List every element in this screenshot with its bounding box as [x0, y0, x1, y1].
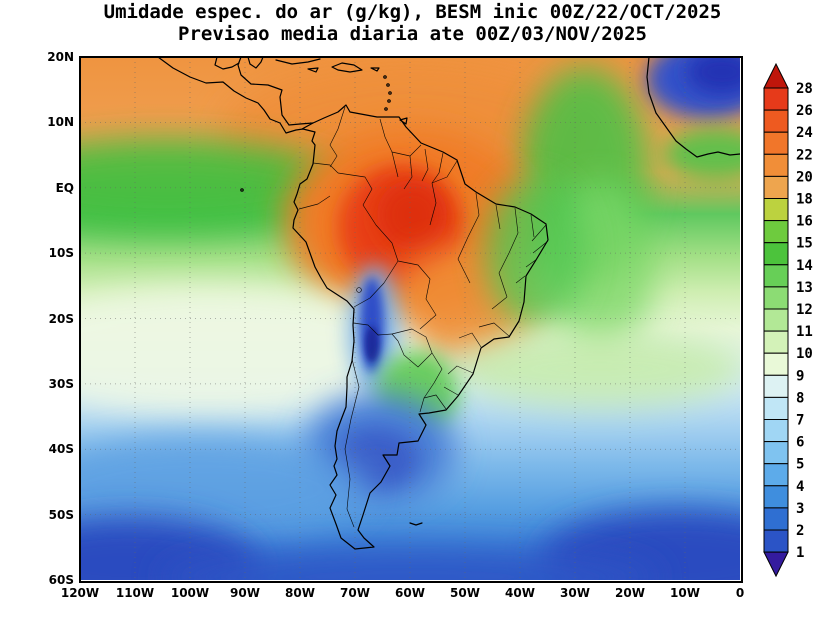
- lat-tick-label: 30S: [48, 376, 74, 391]
- colorbar-segment: [763, 242, 789, 266]
- coastline: [157, 57, 740, 550]
- lon-tick-label: 90W: [230, 586, 260, 600]
- colorbar-segment: [763, 131, 789, 155]
- colorbar-tick-label: 12: [796, 302, 813, 318]
- colorbar-tick-label: 8: [796, 390, 804, 406]
- colorbar-tick-label: 2: [796, 523, 804, 539]
- colorbar-arrow: [763, 62, 789, 89]
- lon-tick-label: 0: [735, 586, 745, 600]
- colorbar-arrow: [763, 551, 789, 578]
- colorbar-tick-label: 3: [796, 501, 804, 517]
- lat-tick-label: 10S: [48, 246, 74, 261]
- lat-tick-label: 20N: [47, 50, 74, 64]
- lon-tick-label: 60W: [395, 586, 425, 600]
- lat-tick-label: 10N: [47, 115, 74, 130]
- chart-title-line2: Previsao media diaria ate 00Z/03/NOV/202…: [178, 23, 647, 45]
- colorbar-segment: [763, 264, 789, 288]
- colorbar-tick-label: 6: [796, 435, 804, 451]
- colorbar-segment: [763, 374, 789, 398]
- lon-tick-label: 20W: [615, 586, 645, 600]
- colorbar-segment: [763, 153, 789, 177]
- colorbar-tick-label: 22: [796, 147, 813, 163]
- colorbar-tick-label: 5: [796, 457, 804, 473]
- colorbar-segment: [763, 352, 789, 376]
- colorbar-segment: [763, 529, 789, 553]
- chart-title-line1: Umidade espec. do ar (g/kg), BESM inic 0…: [103, 1, 722, 23]
- lon-tick-label: 30W: [560, 586, 590, 600]
- colorbar-segment: [763, 419, 789, 443]
- colorbar-tick-label: 24: [796, 125, 813, 141]
- lon-tick-label: 120W: [60, 586, 100, 600]
- colorbar-segment: [763, 220, 789, 244]
- colorbar-tick-label: 28: [796, 81, 813, 97]
- lon-tick-label: 110W: [115, 586, 155, 600]
- lon-tick-label: 50W: [450, 586, 480, 600]
- colorbar-segment: [763, 330, 789, 354]
- colorbar-tick-label: 16: [796, 214, 813, 230]
- colorbar-tick-label: 1: [796, 545, 804, 561]
- lon-tick-label: 80W: [285, 586, 315, 600]
- humidity-field-features: [80, 57, 740, 580]
- colorbar-segment: [763, 507, 789, 531]
- lon-tick-label: 40W: [505, 586, 535, 600]
- map-plot: [80, 57, 740, 580]
- colorbar-tick-label: 7: [796, 413, 804, 429]
- colorbar-tick-label: 11: [796, 324, 813, 340]
- colorbar-tick-label: 13: [796, 280, 813, 296]
- colorbar: 28 26 24 22 20 18 16 15 14 13 12 11 10 9 8 7 6 5 4 3 2 1: [763, 62, 813, 578]
- lat-tick-label: 50S: [48, 507, 74, 522]
- colorbar-tick-label: 26: [796, 103, 813, 119]
- colorbar-tick-label: 10: [796, 346, 813, 362]
- colorbar-tick-label: 20: [796, 169, 813, 185]
- lat-tick-label: 60S: [48, 573, 74, 587]
- colorbar-segment: [763, 485, 789, 509]
- colorbar-tick-label: 4: [796, 479, 804, 495]
- colorbar-segment: [763, 308, 789, 332]
- grid-lines: [80, 57, 740, 580]
- colorbar-segment: [763, 175, 789, 200]
- lon-tick-label: 70W: [340, 586, 370, 600]
- lon-tick-label: 10W: [670, 586, 700, 600]
- colorbar-segment: [763, 441, 789, 465]
- lat-tick-label: EQ: [55, 180, 74, 195]
- colorbar-tick-label: 18: [796, 192, 813, 208]
- colorbar-segment: [763, 198, 789, 222]
- lat-tick-label: 40S: [48, 442, 74, 457]
- lat-tick-label: 20S: [48, 311, 74, 326]
- colorbar-tick-label: 14: [796, 258, 813, 274]
- colorbar-segment: [763, 286, 789, 310]
- country-borders: [298, 106, 549, 528]
- map-artwork: [80, 57, 740, 580]
- colorbar-tick-label: 15: [796, 236, 813, 252]
- lon-tick-label: 100W: [170, 586, 210, 600]
- colorbar-tick-label: 9: [796, 368, 804, 384]
- colorbar-segment: [763, 463, 789, 487]
- colorbar-segment: [763, 109, 789, 133]
- colorbar-segment: [763, 396, 789, 420]
- colorbar-segment: [763, 87, 789, 111]
